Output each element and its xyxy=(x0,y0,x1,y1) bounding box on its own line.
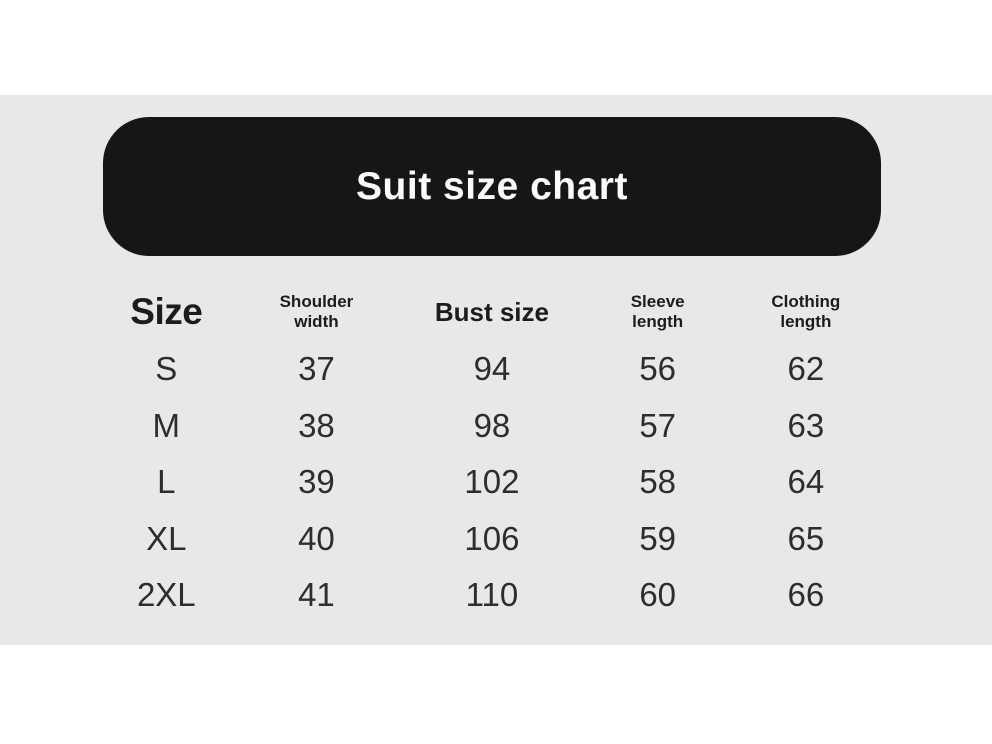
title-banner: Suit size chart xyxy=(103,117,881,256)
shoulder-width-value: 39 xyxy=(298,463,335,501)
size-label: S xyxy=(155,350,178,388)
sleeve-length-value: 58 xyxy=(639,463,677,501)
clothing-length-value: 66 xyxy=(787,576,825,614)
size-label: L xyxy=(157,463,176,501)
table-row-s: S 37 94 56 62 xyxy=(100,341,880,398)
sleeve-length-value: 56 xyxy=(639,350,677,388)
bust-size-value: 110 xyxy=(465,576,519,614)
size-table: Size Shoulder width Bust size Sleeve len… xyxy=(100,283,880,624)
shoulder-width-value: 41 xyxy=(298,576,335,614)
column-header-clothing-length: Clothing length xyxy=(771,291,841,331)
column-header-size: Size xyxy=(130,291,203,332)
column-header-sleeve-length: Sleeve length xyxy=(630,291,685,331)
sleeve-length-value: 60 xyxy=(639,576,677,614)
column-header-shoulder-width: Shoulder width xyxy=(279,291,354,331)
clothing-length-value: 65 xyxy=(787,519,825,557)
clothing-length-value: 62 xyxy=(787,350,825,388)
bust-size-value: 106 xyxy=(464,519,520,557)
clothing-length-value: 64 xyxy=(787,463,825,501)
shoulder-width-value: 38 xyxy=(298,406,335,444)
bust-size-value: 94 xyxy=(473,350,511,388)
table-row-l: L 39 102 58 64 xyxy=(100,454,880,511)
size-label: XL xyxy=(146,519,187,557)
size-chart-panel: Suit size chart Size Shoulder width Bust… xyxy=(0,95,992,645)
page-title: Suit size chart xyxy=(356,164,628,208)
table-row-2xl: 2XL 41 110 60 66 xyxy=(100,567,880,624)
shoulder-width-value: 40 xyxy=(298,519,335,557)
bust-size-value: 98 xyxy=(473,406,511,444)
sleeve-length-value: 59 xyxy=(639,519,677,557)
size-label: 2XL xyxy=(136,576,196,614)
table-header-row: Size Shoulder width Bust size Sleeve len… xyxy=(100,283,880,341)
shoulder-width-value: 37 xyxy=(298,350,335,388)
clothing-length-value: 63 xyxy=(787,406,825,444)
column-header-bust-size: Bust size xyxy=(434,296,549,327)
bust-size-value: 102 xyxy=(464,463,520,501)
size-label: M xyxy=(152,406,181,444)
table-row-m: M 38 98 57 63 xyxy=(100,398,880,455)
sleeve-length-value: 57 xyxy=(639,406,677,444)
table-row-xl: XL 40 106 59 65 xyxy=(100,511,880,568)
